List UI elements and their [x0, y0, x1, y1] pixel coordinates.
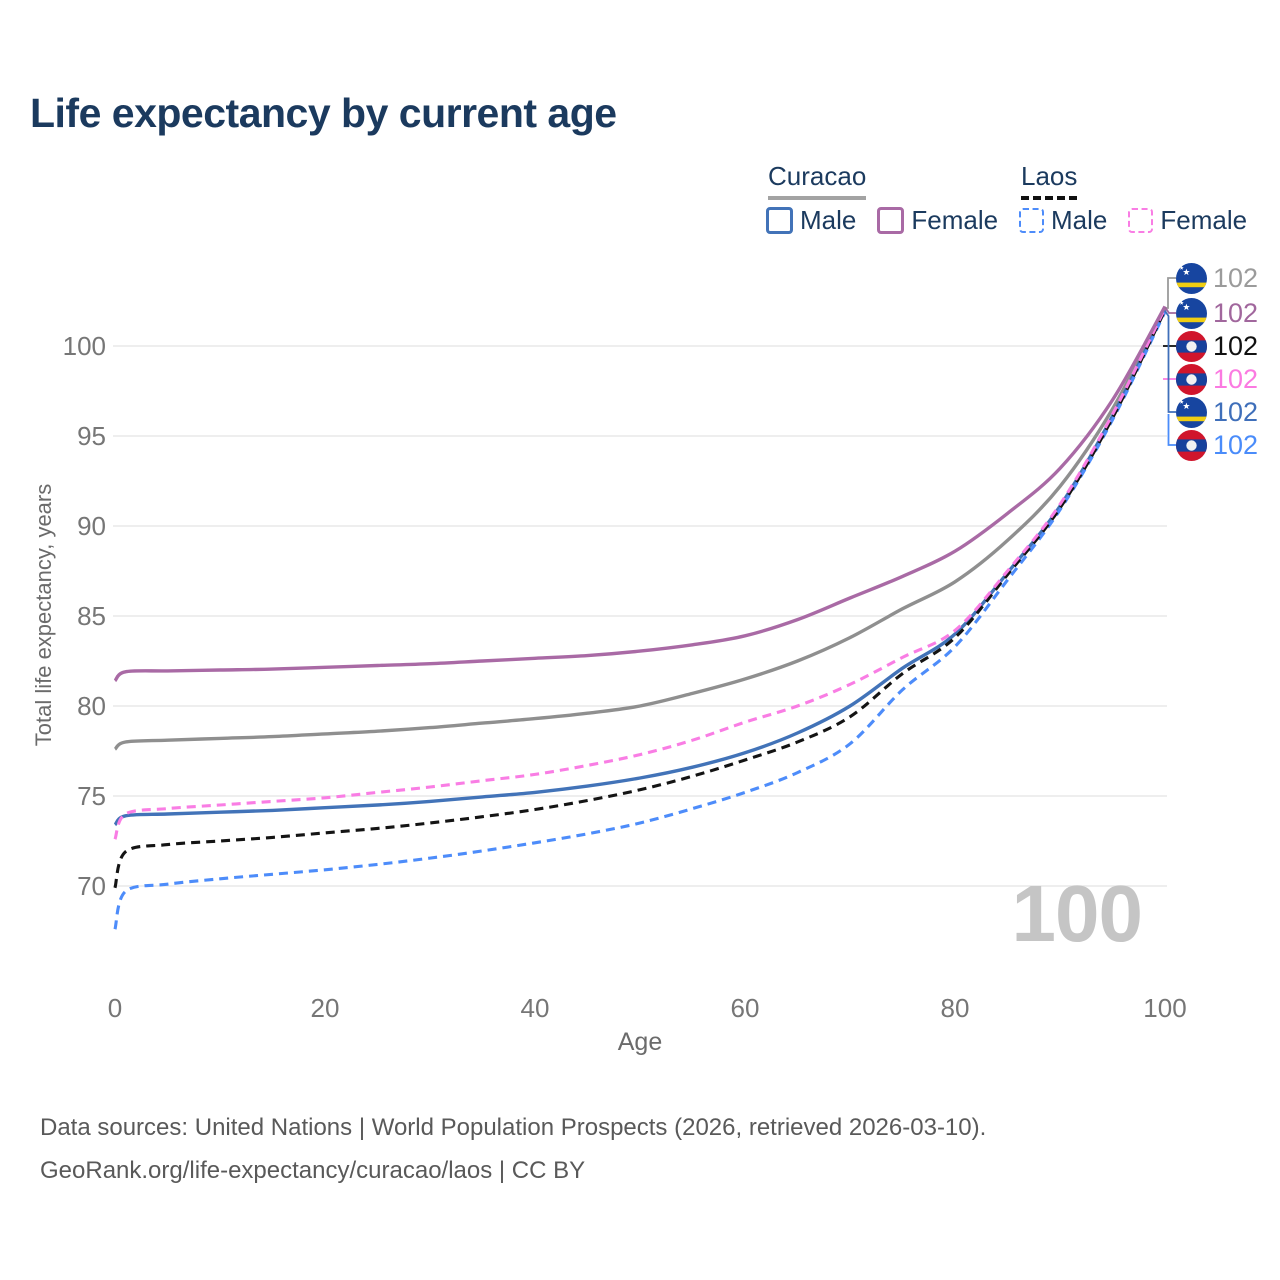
leader-line-laos_male	[1167, 414, 1176, 446]
leader-line-curacao_total	[1165, 277, 1176, 309]
end-label-row-laos_total: 102	[1176, 330, 1258, 362]
footer: Data sources: United Nations | World Pop…	[40, 1106, 986, 1192]
curacao-female-swatch[interactable]	[877, 207, 905, 234]
x-tick-label-100: 100	[1143, 993, 1187, 1023]
end-label-value: 102	[1213, 297, 1259, 328]
x-tick-label-40: 40	[520, 993, 550, 1023]
legend-item-laos-male[interactable]: Male	[1019, 205, 1107, 236]
y-tick-label-85: 85	[77, 601, 106, 631]
end-label-row-laos_female: 102	[1176, 363, 1258, 395]
legend-item-label: Male	[1051, 205, 1108, 235]
footer-attribution: GeoRank.org/life-expectancy/curacao/laos…	[40, 1157, 586, 1184]
end-label-row-curacao_total: 102	[1176, 262, 1258, 294]
x-tick-label-20: 20	[310, 993, 340, 1023]
x-tick-label-60: 60	[730, 993, 760, 1023]
series-line-laos_female	[113, 307, 1167, 840]
end-label-value: 102	[1213, 363, 1259, 394]
series-line-curacao_total	[113, 307, 1167, 751]
series-line-laos_male	[113, 311, 1167, 930]
legend-item-curacao-male[interactable]: Male	[766, 205, 856, 236]
y-tick-label-70: 70	[77, 871, 106, 901]
y-tick-label-95: 95	[77, 421, 106, 451]
legend-group-curacao-label: Curacao	[768, 161, 867, 191]
legend-group-laos[interactable]: Laos	[1021, 161, 1078, 200]
y-tick-label-100: 100	[62, 331, 106, 361]
legend-group-laos-label: Laos	[1021, 161, 1078, 191]
end-label-value: 102	[1213, 429, 1259, 460]
end-label-value: 102	[1213, 396, 1259, 427]
y-tick-label-90: 90	[77, 511, 106, 541]
end-label-value: 102	[1213, 330, 1259, 361]
laos-female-swatch[interactable]	[1128, 208, 1154, 233]
legend-item-label: Male	[800, 205, 857, 235]
laos-flag-icon	[1176, 331, 1207, 362]
x-axis-title: Age	[617, 1028, 663, 1056]
end-label-value: 102	[1213, 262, 1259, 293]
y-tick-label-80: 80	[77, 691, 106, 721]
end-label-row-curacao_female: 102	[1176, 297, 1258, 329]
curacao-flag-icon	[1176, 397, 1207, 428]
curacao-male-swatch[interactable]	[766, 207, 793, 234]
laos-flag-icon	[1176, 364, 1207, 395]
footer-data-sources: Data sources: United Nations | World Pop…	[40, 1114, 987, 1141]
x-tick-label-80: 80	[940, 993, 970, 1023]
end-label-row-curacao_male: 102	[1176, 396, 1258, 428]
legend-group-curacao[interactable]: Curacao	[768, 161, 867, 200]
legend-row-curacao: Male Female	[766, 205, 998, 236]
curacao-flag-icon	[1176, 263, 1207, 294]
age-counter-watermark: 100	[1011, 869, 1143, 958]
legend-item-label: Female	[1160, 205, 1248, 235]
series-line-curacao_male	[113, 309, 1167, 827]
curacao-flag-icon	[1176, 298, 1207, 329]
leader-line-curacao_female	[1164, 306, 1176, 314]
end-label-row-laos_male: 102	[1176, 429, 1258, 461]
series-line-laos_total	[113, 309, 1167, 889]
series-line-curacao_female	[113, 305, 1167, 683]
legend-row-laos: Male Female	[1019, 205, 1247, 236]
legend-item-label: Female	[911, 205, 999, 235]
y-tick-label-75: 75	[77, 781, 106, 811]
legend-item-curacao-female[interactable]: Female	[877, 205, 998, 236]
leader-line-curacao_male	[1164, 310, 1176, 413]
legend-item-laos-female[interactable]: Female	[1128, 205, 1247, 236]
x-tick-label-0: 0	[107, 993, 123, 1023]
laos-male-swatch[interactable]	[1019, 208, 1044, 233]
laos-flag-icon	[1176, 430, 1207, 461]
page-title: Life expectancy by current age	[30, 90, 617, 136]
